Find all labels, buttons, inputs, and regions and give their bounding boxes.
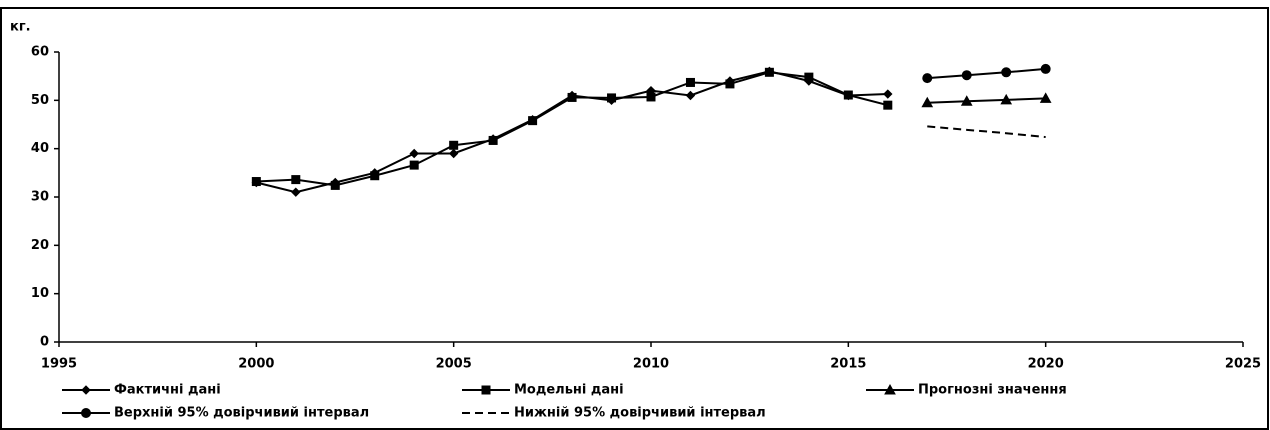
- series-line: [256, 70, 888, 194]
- marker: [528, 116, 538, 126]
- marker: [1000, 93, 1013, 105]
- marker: [960, 95, 973, 106]
- marker: [685, 77, 695, 87]
- legend-item: Прогнозні значення: [866, 383, 1067, 398]
- marker: [884, 383, 896, 395]
- marker: [961, 70, 972, 81]
- series-line: [256, 71, 889, 187]
- marker: [607, 93, 617, 103]
- marker: [448, 148, 459, 159]
- marker: [646, 92, 656, 102]
- marker: [843, 90, 853, 100]
- marker: [449, 140, 459, 150]
- y-axis-label: кг.: [10, 20, 31, 35]
- series-line: [927, 67, 1046, 80]
- x-tick-label: 2025: [1225, 357, 1261, 372]
- legend-label: Прогнозні значення: [918, 383, 1067, 398]
- marker: [725, 79, 735, 89]
- marker: [488, 135, 498, 145]
- y-tick-label: 50: [31, 93, 49, 108]
- legend-label: Верхній 95% довірчивий інтервал: [114, 406, 369, 421]
- series-line: [927, 97, 1046, 104]
- legend-label: Нижній 95% довірчивий інтервал: [514, 406, 766, 421]
- marker: [1001, 67, 1012, 78]
- marker: [804, 72, 814, 82]
- x-tick-label: 1995: [41, 357, 77, 372]
- legend-label: Фактичні дані: [114, 383, 221, 398]
- marker: [883, 100, 893, 110]
- x-tick-label: 2020: [1028, 357, 1064, 372]
- marker: [1040, 63, 1051, 74]
- y-tick-label: 30: [31, 190, 49, 205]
- marker: [251, 177, 261, 187]
- marker: [409, 160, 419, 170]
- marker: [685, 90, 696, 101]
- marker: [81, 408, 91, 418]
- series-line: [927, 125, 1046, 139]
- x-tick-label: 2010: [633, 357, 669, 372]
- legend-item: Модельні дані: [462, 383, 624, 398]
- legend-item: Нижній 95% довірчивий інтервал: [462, 406, 766, 421]
- legend-item: Фактичні дані: [62, 383, 221, 398]
- marker: [291, 187, 301, 197]
- marker: [764, 67, 774, 77]
- y-tick-label: 20: [31, 238, 49, 253]
- marker: [1039, 92, 1052, 103]
- marker: [330, 180, 340, 190]
- y-tick-label: 60: [31, 45, 49, 60]
- legend-label: Модельні дані: [514, 383, 624, 398]
- marker: [409, 148, 419, 159]
- legend-item: Верхній 95% довірчивий інтервал: [62, 406, 369, 421]
- y-tick-label: 10: [31, 286, 49, 301]
- marker: [291, 175, 301, 185]
- marker: [921, 96, 934, 108]
- y-tick-label: 0: [40, 335, 49, 350]
- x-tick-label: 2015: [830, 357, 866, 372]
- marker: [370, 171, 380, 181]
- marker: [567, 92, 577, 102]
- marker: [81, 385, 91, 395]
- marker: [481, 385, 491, 395]
- marker: [922, 73, 933, 84]
- marker: [883, 89, 893, 99]
- x-tick-label: 2000: [238, 357, 274, 372]
- y-tick-label: 40: [31, 141, 49, 156]
- x-tick-label: 2005: [436, 357, 472, 372]
- chart-frame: [0, 7, 1269, 430]
